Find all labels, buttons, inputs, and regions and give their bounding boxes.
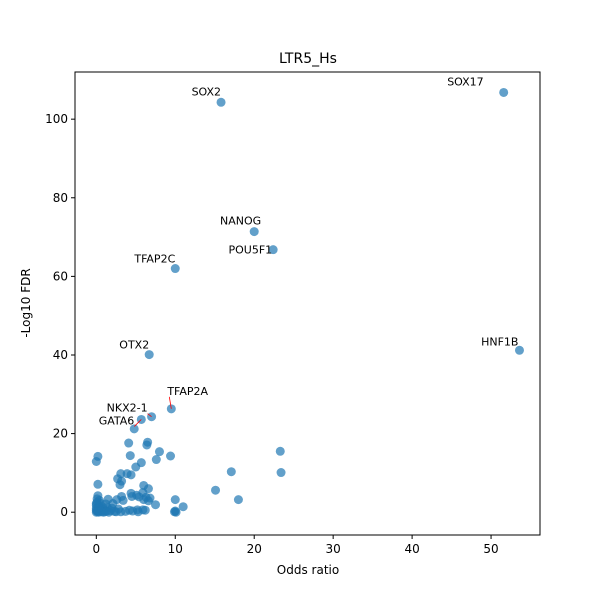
data-point bbox=[233, 495, 243, 505]
data-point bbox=[170, 495, 180, 505]
y-tick-label: 0 bbox=[60, 505, 68, 519]
annotation-sox17: SOX17 bbox=[447, 75, 483, 88]
y-axis-label: -Log10 FDR bbox=[19, 268, 33, 337]
annotation-nanog: NANOG bbox=[220, 215, 261, 228]
data-point bbox=[140, 505, 150, 515]
data-point bbox=[151, 500, 161, 510]
data-point bbox=[94, 503, 104, 513]
x-tick-label: 0 bbox=[92, 542, 100, 556]
data-point bbox=[151, 455, 161, 465]
y-tick-label: 20 bbox=[53, 427, 68, 441]
annotation-tfap2c: TFAP2C bbox=[133, 253, 175, 266]
data-point bbox=[127, 491, 137, 501]
data-point bbox=[211, 485, 221, 495]
y-tick-label: 60 bbox=[53, 269, 68, 283]
data-point-otx2 bbox=[144, 350, 154, 360]
data-point bbox=[125, 451, 135, 461]
y-tick-label: 80 bbox=[53, 191, 68, 205]
annotation-hnf1b: HNF1B bbox=[481, 335, 518, 348]
data-point bbox=[133, 507, 143, 517]
data-point bbox=[142, 440, 152, 450]
axes-frame bbox=[74, 71, 541, 536]
data-point bbox=[115, 480, 125, 490]
data-point bbox=[129, 424, 139, 434]
data-point bbox=[226, 467, 236, 477]
annotation-line bbox=[134, 419, 142, 427]
data-point-pou5f1 bbox=[268, 245, 278, 255]
data-point bbox=[111, 507, 121, 517]
data-point bbox=[118, 495, 128, 505]
data-point bbox=[93, 479, 103, 489]
data-point bbox=[154, 447, 164, 457]
plot-area bbox=[91, 87, 524, 517]
annotation-line bbox=[168, 396, 172, 409]
data-point bbox=[178, 502, 188, 512]
x-tick-label: 30 bbox=[326, 542, 341, 556]
annotation-pou5f1: POU5F1 bbox=[228, 244, 272, 257]
data-point bbox=[131, 462, 141, 472]
data-point bbox=[124, 438, 134, 448]
data-point bbox=[170, 506, 180, 516]
x-tick-label: 40 bbox=[404, 542, 419, 556]
data-point-sox2 bbox=[216, 97, 226, 107]
data-point bbox=[143, 496, 153, 506]
data-point bbox=[121, 506, 131, 516]
data-point-sox17 bbox=[499, 87, 509, 97]
data-point bbox=[276, 468, 286, 478]
data-point bbox=[104, 507, 114, 517]
x-axis-label: Odds ratio bbox=[277, 563, 339, 577]
annotation-sox2: SOX2 bbox=[192, 85, 221, 98]
data-point bbox=[126, 470, 136, 480]
x-tick-label: 20 bbox=[247, 542, 262, 556]
annotation-tfap2a: TFAP2A bbox=[166, 385, 208, 398]
data-point bbox=[166, 451, 176, 461]
annotation-nkx2-1: NKX2-1 bbox=[107, 402, 148, 415]
y-tick-label: 40 bbox=[53, 348, 68, 362]
data-point-nanog bbox=[249, 227, 259, 237]
data-point bbox=[91, 457, 101, 467]
chart-title: LTR5_Hs bbox=[279, 51, 337, 67]
y-tick-label: 100 bbox=[45, 112, 68, 126]
annotation-otx2: OTX2 bbox=[119, 339, 149, 352]
data-point bbox=[275, 446, 285, 456]
x-tick-label: 50 bbox=[483, 542, 498, 556]
data-point-tfap2c bbox=[170, 264, 180, 274]
annotation-gata6: GATA6 bbox=[99, 414, 135, 427]
x-tick-label: 10 bbox=[168, 542, 183, 556]
annotation-line bbox=[147, 413, 152, 418]
data-point-hnf1b bbox=[514, 345, 524, 355]
